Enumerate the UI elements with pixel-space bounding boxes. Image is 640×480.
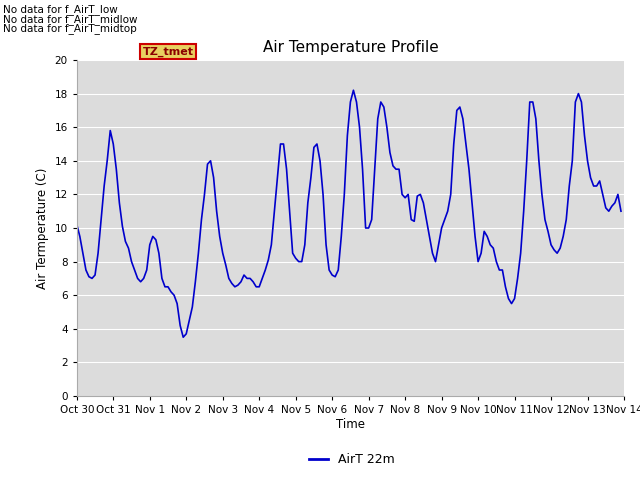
Y-axis label: Air Termperature (C): Air Termperature (C)	[36, 168, 49, 288]
Text: TZ_tmet: TZ_tmet	[143, 47, 193, 57]
Text: No data for f_AirT_low: No data for f_AirT_low	[3, 4, 118, 15]
Title: Air Temperature Profile: Air Temperature Profile	[262, 40, 438, 55]
Text: No data for f_AirT_midtop: No data for f_AirT_midtop	[3, 23, 137, 34]
Text: No data for f_AirT_midlow: No data for f_AirT_midlow	[3, 13, 138, 24]
Legend: AirT 22m: AirT 22m	[304, 448, 400, 471]
X-axis label: Time: Time	[336, 418, 365, 431]
